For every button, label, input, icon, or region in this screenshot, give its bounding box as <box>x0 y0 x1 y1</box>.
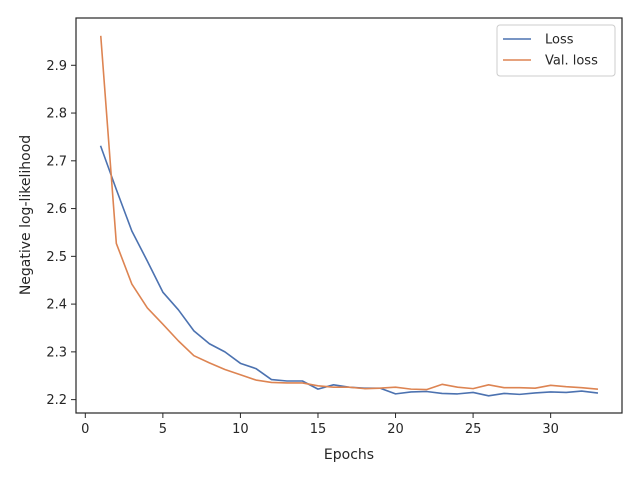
series-lines <box>99 35 599 397</box>
legend-box <box>496 24 616 77</box>
y-tick-label: 2.7 <box>46 154 67 169</box>
x-tick-label: 10 <box>232 422 249 437</box>
x-axis-label: Epochs <box>324 447 374 463</box>
y-tick-label: 2.5 <box>46 250 67 265</box>
legend-label-loss: Loss <box>545 33 574 48</box>
y-tick-label: 2.4 <box>46 298 67 313</box>
legend: Loss Val. loss <box>496 24 616 77</box>
y-axis-label: Negative log-likelihood <box>18 135 34 295</box>
x-tick-label: 15 <box>310 422 327 437</box>
series-line-loss <box>99 145 599 397</box>
y-axis: 2.2 2.3 2.4 2.5 2.6 2.7 2.8 2.9 <box>46 59 76 408</box>
x-tick-label: 0 <box>81 422 89 437</box>
y-tick-label: 2.3 <box>46 345 67 360</box>
x-axis: 0 5 10 15 20 25 30 <box>81 413 559 437</box>
series-line-val-loss <box>99 35 599 391</box>
y-tick-label: 2.6 <box>46 202 67 217</box>
x-tick-label: 5 <box>159 422 167 437</box>
y-tick-label: 2.2 <box>46 393 67 408</box>
x-tick-label: 25 <box>465 422 482 437</box>
y-tick-label: 2.8 <box>46 107 67 122</box>
legend-label-val-loss: Val. loss <box>545 54 598 69</box>
x-tick-label: 30 <box>542 422 559 437</box>
plot-frame <box>75 17 623 414</box>
x-tick-label: 20 <box>387 422 404 437</box>
y-tick-label: 2.9 <box>46 59 67 74</box>
